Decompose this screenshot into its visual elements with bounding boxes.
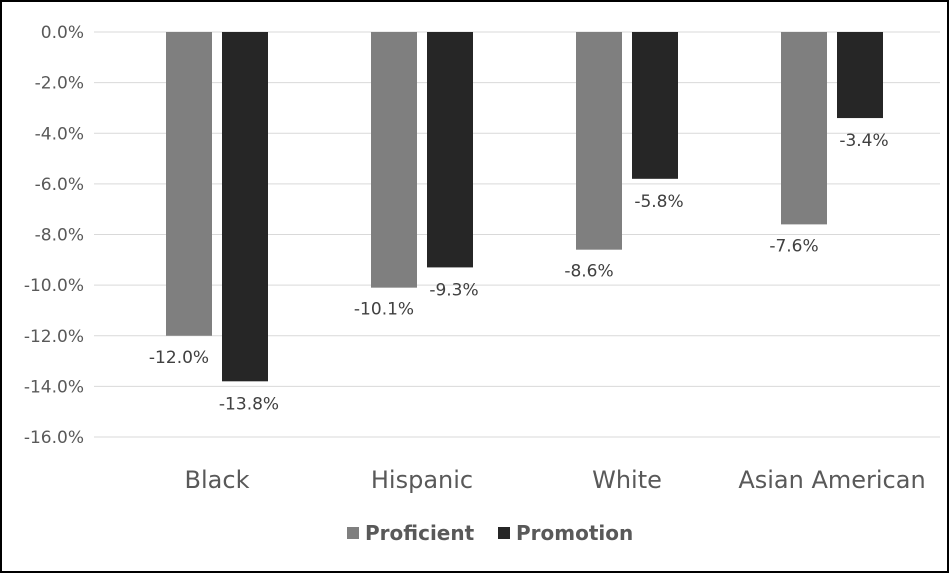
data-label: -13.8% xyxy=(219,394,279,414)
data-label: -3.4% xyxy=(839,131,888,151)
y-tick-label: -2.0% xyxy=(35,74,84,94)
y-tick-label: -4.0% xyxy=(35,124,84,144)
bar-promotion-white xyxy=(632,32,678,179)
y-tick-label: -14.0% xyxy=(24,377,84,397)
legend: Proficient Promotion xyxy=(347,521,633,545)
legend-swatch-proficient xyxy=(347,527,359,539)
category-axis-labels: Black Hispanic White Asian American xyxy=(185,466,926,494)
data-label: -5.8% xyxy=(634,192,683,212)
y-tick-label: -16.0% xyxy=(24,428,84,448)
y-tick-label: 0.0% xyxy=(41,23,84,43)
legend-swatch-promotion xyxy=(498,527,510,539)
legend-label-promotion: Promotion xyxy=(516,521,633,545)
category-label: Hispanic xyxy=(371,466,473,494)
bar-proficient-white xyxy=(576,32,622,250)
category-label: Asian American xyxy=(738,466,925,494)
bar-proficient-black xyxy=(166,32,212,336)
bar-proficient-asian-american xyxy=(781,32,827,225)
bar-promotion-hispanic xyxy=(427,32,473,268)
bar-promotion-asian-american xyxy=(837,32,883,119)
data-label: -8.6% xyxy=(564,262,613,282)
category-label: White xyxy=(592,466,662,494)
data-label: -7.6% xyxy=(769,236,818,256)
data-label: -12.0% xyxy=(149,348,209,368)
legend-label-proficient: Proficient xyxy=(365,521,475,545)
bars xyxy=(166,32,883,382)
y-tick-label: -6.0% xyxy=(35,175,84,195)
y-tick-label: -12.0% xyxy=(24,327,84,347)
data-label: -9.3% xyxy=(429,280,478,300)
data-labels: -12.0% -10.1% -8.6% -7.6% -13.8% -9.3% -5.8% -3… xyxy=(149,131,889,414)
bar-promotion-black xyxy=(222,32,268,382)
y-axis-tick-labels: 0.0% -2.0% -4.0% -6.0% -8.0% -10.0% -12.0% -14.… xyxy=(24,23,84,448)
y-tick-label: -8.0% xyxy=(35,226,84,246)
category-label: Black xyxy=(185,466,250,494)
y-tick-label: -10.0% xyxy=(24,276,84,296)
bar-proficient-hispanic xyxy=(371,32,417,288)
data-label: -10.1% xyxy=(354,300,414,320)
